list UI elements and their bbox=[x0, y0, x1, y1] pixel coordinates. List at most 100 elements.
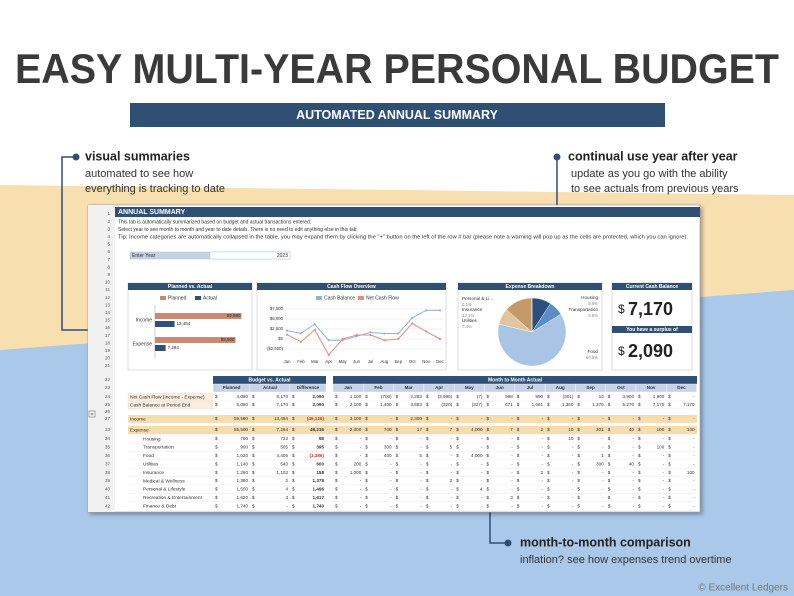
currency-sign: $ bbox=[426, 478, 429, 483]
currency: $ bbox=[618, 344, 625, 358]
slice-value: 6.8% bbox=[588, 313, 598, 318]
chart-title: Cash Flow Overview bbox=[327, 284, 376, 290]
page-title: EASY MULTI-YEAR PERSONAL BUDGET bbox=[15, 45, 779, 92]
currency-sign: $ bbox=[668, 495, 671, 500]
currency-sign: $ bbox=[608, 478, 611, 483]
currency-sign: $ bbox=[252, 436, 255, 441]
cell-value: 100 bbox=[687, 427, 695, 432]
currency-sign: $ bbox=[668, 470, 671, 475]
currency-sign: $ bbox=[396, 487, 399, 492]
currency-sign: $ bbox=[487, 416, 490, 421]
currency-sign: $ bbox=[668, 453, 671, 458]
cell-value: 1,000 bbox=[350, 470, 362, 475]
currency-sign: $ bbox=[456, 461, 459, 466]
year-label: Enter Year bbox=[132, 253, 156, 259]
column-header-label: Mar bbox=[405, 385, 413, 390]
currency-sign: $ bbox=[365, 427, 368, 432]
y-tick-label: $5,000 bbox=[270, 316, 284, 321]
y-tick-label: $0 bbox=[278, 336, 283, 341]
currency-sign: $ bbox=[396, 503, 399, 508]
cell-value: - bbox=[572, 461, 574, 466]
cell-value: 3 bbox=[510, 495, 513, 500]
row-number: 7 bbox=[107, 257, 110, 262]
year-value: 2023 bbox=[277, 253, 288, 259]
currency-sign: $ bbox=[426, 503, 429, 508]
cell-value: 2,100 bbox=[350, 402, 362, 407]
row-number: 11 bbox=[105, 287, 110, 292]
row-label: Net Cash Flow (Income - Expense) bbox=[130, 394, 205, 400]
cell-value: 100 bbox=[657, 445, 665, 450]
currency-sign: $ bbox=[668, 445, 671, 450]
row-number: 27 bbox=[105, 416, 111, 421]
currency-sign: $ bbox=[292, 436, 295, 441]
cell-value: 505 bbox=[280, 445, 288, 450]
currency-sign: $ bbox=[365, 495, 368, 500]
note: This tab is automatically summarized bas… bbox=[118, 219, 311, 225]
cell-value: 780 bbox=[240, 436, 248, 441]
cell-value: - bbox=[360, 495, 362, 500]
cell-value: - bbox=[632, 470, 634, 475]
slice-label: Housing bbox=[581, 295, 598, 300]
currency-sign: $ bbox=[668, 427, 671, 432]
cell-value: - bbox=[693, 461, 695, 466]
row-number: 6 bbox=[107, 249, 110, 254]
cell-value: - bbox=[360, 487, 362, 492]
currency-sign: $ bbox=[426, 427, 429, 432]
currency-sign: $ bbox=[215, 436, 218, 441]
currency-sign: $ bbox=[487, 445, 490, 450]
cell-value: - bbox=[572, 416, 574, 421]
currency-sign: $ bbox=[577, 453, 580, 458]
cell-value: 3,100 bbox=[350, 416, 362, 421]
cell-value: - bbox=[542, 503, 544, 508]
currency-sign: $ bbox=[668, 436, 671, 441]
year-cell[interactable] bbox=[209, 251, 291, 260]
cell-value: - bbox=[390, 461, 392, 466]
cell-value: 1 bbox=[601, 453, 604, 458]
line-point bbox=[411, 316, 414, 320]
cell-value: - bbox=[390, 487, 392, 492]
connector-dot bbox=[72, 153, 80, 161]
slice-value: 0.1% bbox=[462, 302, 472, 307]
currency-sign: $ bbox=[638, 461, 641, 466]
currency-sign: $ bbox=[638, 445, 641, 450]
cell-value: 1,380 bbox=[237, 478, 249, 483]
currency: $ bbox=[618, 302, 625, 316]
currency-sign: $ bbox=[365, 416, 368, 421]
cell-value: - bbox=[451, 461, 453, 466]
cell-value: - bbox=[420, 470, 422, 475]
currency-sign: $ bbox=[215, 416, 218, 421]
cell-value: - bbox=[663, 453, 665, 458]
currency-sign: $ bbox=[547, 470, 550, 475]
cell-value: (320) bbox=[441, 402, 452, 407]
cell-value: - bbox=[420, 445, 422, 450]
pie-slice bbox=[497, 313, 567, 367]
cell-value: 2 bbox=[541, 470, 544, 475]
expand-icon bbox=[90, 412, 94, 416]
currency-sign: $ bbox=[517, 453, 520, 458]
cell-value: 1,740 bbox=[313, 503, 325, 508]
cell-value: - bbox=[511, 453, 513, 458]
line-point bbox=[285, 329, 289, 332]
row-number: 17 bbox=[105, 333, 111, 338]
cell-value: - bbox=[572, 503, 574, 508]
slice-label: Transportation bbox=[569, 307, 599, 312]
currency-sign: $ bbox=[638, 394, 641, 399]
line-point bbox=[299, 340, 303, 343]
column-header-label: Nov bbox=[647, 385, 656, 390]
currency-sign: $ bbox=[456, 416, 459, 421]
cell-value: 300 bbox=[384, 445, 392, 450]
cell-value: - bbox=[420, 461, 422, 466]
cell-value: 59,580 bbox=[234, 416, 248, 421]
cell-value: - bbox=[542, 436, 544, 441]
column-header-label: Difference bbox=[297, 385, 320, 390]
currency-sign: $ bbox=[487, 487, 490, 492]
cell-value: 4,406 bbox=[277, 453, 289, 458]
row-number: 15 bbox=[105, 318, 111, 323]
x-tick-label: Aug bbox=[381, 359, 389, 364]
currency-sign: $ bbox=[577, 478, 580, 483]
value-label: 13,454 bbox=[177, 321, 191, 326]
row-number: 35 bbox=[105, 445, 111, 450]
cell-value: 5,270 bbox=[623, 402, 635, 407]
column-header bbox=[666, 383, 697, 393]
copyright: © Excellent Ledgers bbox=[698, 583, 788, 594]
